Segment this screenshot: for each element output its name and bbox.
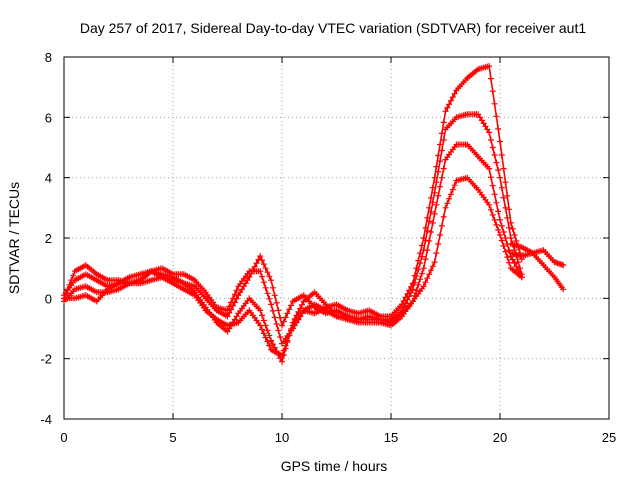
y-tick-label: 8 (45, 50, 52, 65)
x-axis-title: GPS time / hours (281, 458, 388, 474)
series-markers (507, 241, 567, 293)
series-track-4 (61, 174, 525, 359)
x-tick-label: 15 (384, 430, 398, 445)
series-track-2 (61, 111, 525, 329)
x-tick-label: 10 (275, 430, 289, 445)
y-tick-label: 2 (45, 231, 52, 246)
y-axis-title: SDTVAR / TECUs (6, 182, 22, 294)
x-tick-label: 5 (169, 430, 176, 445)
axis-ticks: 0 5 10 15 20 25 -4 -2 0 2 4 6 8 (40, 50, 616, 445)
y-tick-label: 0 (45, 291, 52, 306)
grid (64, 57, 609, 419)
y-tick-label: 6 (45, 110, 52, 125)
x-tick-label: 20 (493, 430, 507, 445)
y-tick-label: -4 (40, 412, 52, 427)
y-tick-label: -2 (40, 352, 52, 367)
x-tick-label: 25 (602, 430, 616, 445)
chart-title: Day 257 of 2017, Sidereal Day-to-day VTE… (80, 20, 587, 36)
x-tick-label: 0 (60, 430, 67, 445)
y-tick-label: 4 (45, 171, 52, 186)
data-series (61, 63, 567, 365)
series-markers (61, 111, 525, 329)
series-markers (61, 174, 525, 359)
series-track-6 (507, 241, 567, 293)
series-line (63, 113, 523, 328)
